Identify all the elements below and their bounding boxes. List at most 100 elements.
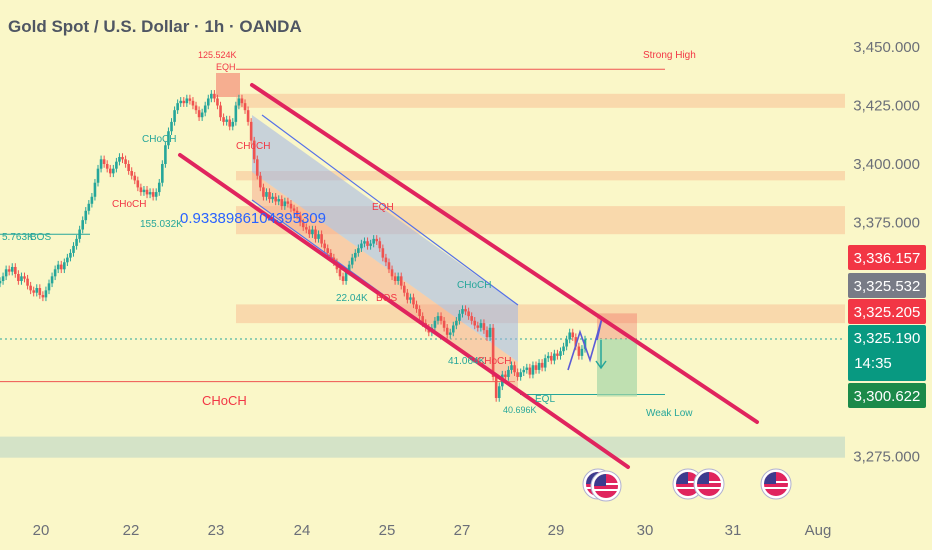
candle-body (7, 269, 11, 272)
candle-body (32, 290, 35, 293)
candle-body (301, 222, 305, 228)
candle-body (415, 304, 418, 310)
candle-body (222, 117, 225, 122)
candle-body (271, 196, 274, 200)
candle-body (323, 243, 326, 249)
candle-body (14, 266, 17, 274)
candle-body (482, 323, 486, 331)
candle-body (29, 285, 32, 291)
annotation-label: CHoCH (236, 141, 270, 152)
annotation-label: 41.064K (448, 356, 486, 367)
candle-body (412, 297, 415, 305)
candle-body (154, 192, 158, 197)
candle-body (479, 323, 483, 328)
x-tick-label: Aug (805, 522, 832, 539)
candle-body (442, 320, 446, 328)
candle-body (246, 110, 250, 122)
us-flag-icon-stripe (697, 487, 721, 489)
candle-body (519, 372, 522, 377)
candle-body (378, 241, 382, 249)
candle-body (206, 98, 210, 106)
candle-body (488, 327, 492, 338)
candle-body (507, 369, 510, 377)
price-label-box (848, 383, 926, 408)
candle-body (35, 288, 39, 293)
y-tick-label: 3,275.000 (853, 449, 920, 466)
candle-body (151, 192, 155, 197)
candle-body (268, 192, 271, 200)
candle-body (464, 309, 467, 312)
candle-body (210, 93, 213, 99)
candle-body (237, 98, 241, 106)
price-label-text: 3,336.157 (854, 250, 921, 267)
candle-body (525, 367, 529, 370)
candle-body (142, 189, 146, 193)
candle-body (461, 309, 464, 314)
candle-body (78, 229, 81, 239)
candle-body (317, 234, 320, 239)
candle-body (510, 365, 513, 370)
candle-body (157, 182, 161, 193)
candle-body (41, 295, 45, 298)
annotation-label: EQL (535, 394, 555, 405)
us-flag-icon-canton (764, 472, 776, 484)
candle-body (455, 320, 458, 326)
candle-body (108, 168, 112, 174)
candle-body (102, 159, 106, 164)
candle-body (63, 262, 66, 270)
grid-layer (0, 68, 845, 395)
candle-body (84, 210, 88, 221)
candle-body (311, 229, 314, 235)
candle-body (292, 208, 296, 211)
price-label-box (848, 325, 926, 381)
candle-body (308, 229, 311, 235)
x-tick-label: 22 (123, 522, 140, 539)
candle-body (556, 353, 559, 356)
candle-body (406, 292, 409, 300)
candle-body (72, 245, 75, 253)
annotation-label: CHoCH (112, 199, 146, 210)
candle-body (289, 203, 293, 209)
candle-body (396, 276, 400, 281)
x-tick-label: 25 (379, 522, 396, 539)
candle-body (421, 316, 424, 324)
price-label-box (848, 245, 926, 270)
candle-body (185, 98, 189, 104)
demand-zone (0, 436, 845, 458)
candle-body (375, 238, 379, 242)
candle-body (436, 316, 440, 321)
candle-body (127, 164, 130, 172)
candle-body (577, 346, 581, 356)
candle-body (546, 355, 550, 359)
candle-body (344, 271, 348, 281)
candle-body (255, 159, 259, 176)
candle-body (522, 369, 526, 373)
candle-body (44, 290, 48, 298)
price-label-box (848, 299, 926, 324)
candle-body (470, 316, 473, 321)
candle-body (56, 264, 60, 270)
candle-body (516, 372, 519, 377)
candle-body (485, 330, 489, 338)
candle-body (176, 103, 179, 111)
candle-body (213, 93, 216, 99)
candle-body (93, 182, 97, 197)
candle-body (252, 140, 256, 160)
candle-body (473, 320, 477, 326)
x-tick-label: 24 (294, 522, 311, 539)
candle-body (96, 168, 100, 183)
candle-body (543, 358, 547, 368)
annotation-label: Strong High (643, 50, 696, 61)
candle-body (390, 269, 394, 277)
candle-body (225, 119, 228, 122)
chart-title: Gold Spot / U.S. Dollar · 1h · OANDA (8, 17, 302, 36)
annotation-label: BOS (30, 232, 51, 243)
x-tick-label: 27 (454, 522, 471, 539)
candle-body (357, 248, 360, 253)
candle-body (476, 325, 480, 328)
descending-channel-line (178, 153, 630, 469)
annotation-label: EQH (372, 202, 394, 213)
candle-body (350, 257, 354, 265)
